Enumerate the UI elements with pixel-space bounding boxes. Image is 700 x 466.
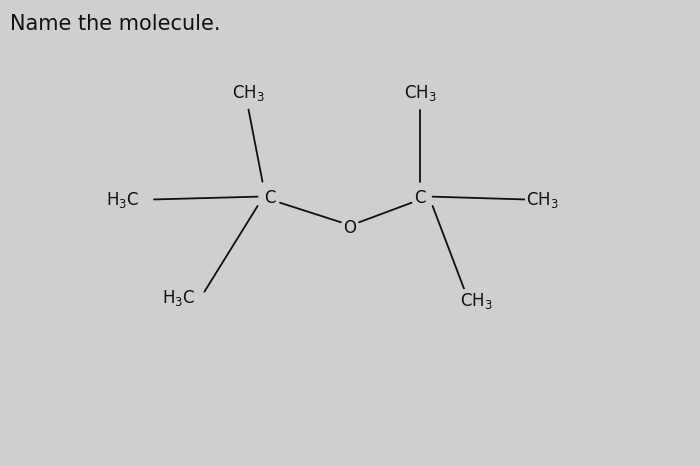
Text: H$_3$C: H$_3$C: [162, 288, 195, 308]
Text: CH$_3$: CH$_3$: [404, 83, 436, 103]
Text: CH$_3$: CH$_3$: [526, 191, 559, 210]
Text: C: C: [264, 189, 275, 207]
Text: C: C: [414, 189, 426, 207]
Text: Name the molecule.: Name the molecule.: [10, 14, 221, 34]
Text: H$_3$C: H$_3$C: [106, 191, 139, 210]
Text: CH$_3$: CH$_3$: [460, 291, 492, 310]
Text: CH$_3$: CH$_3$: [232, 83, 265, 103]
Text: O: O: [344, 219, 356, 237]
